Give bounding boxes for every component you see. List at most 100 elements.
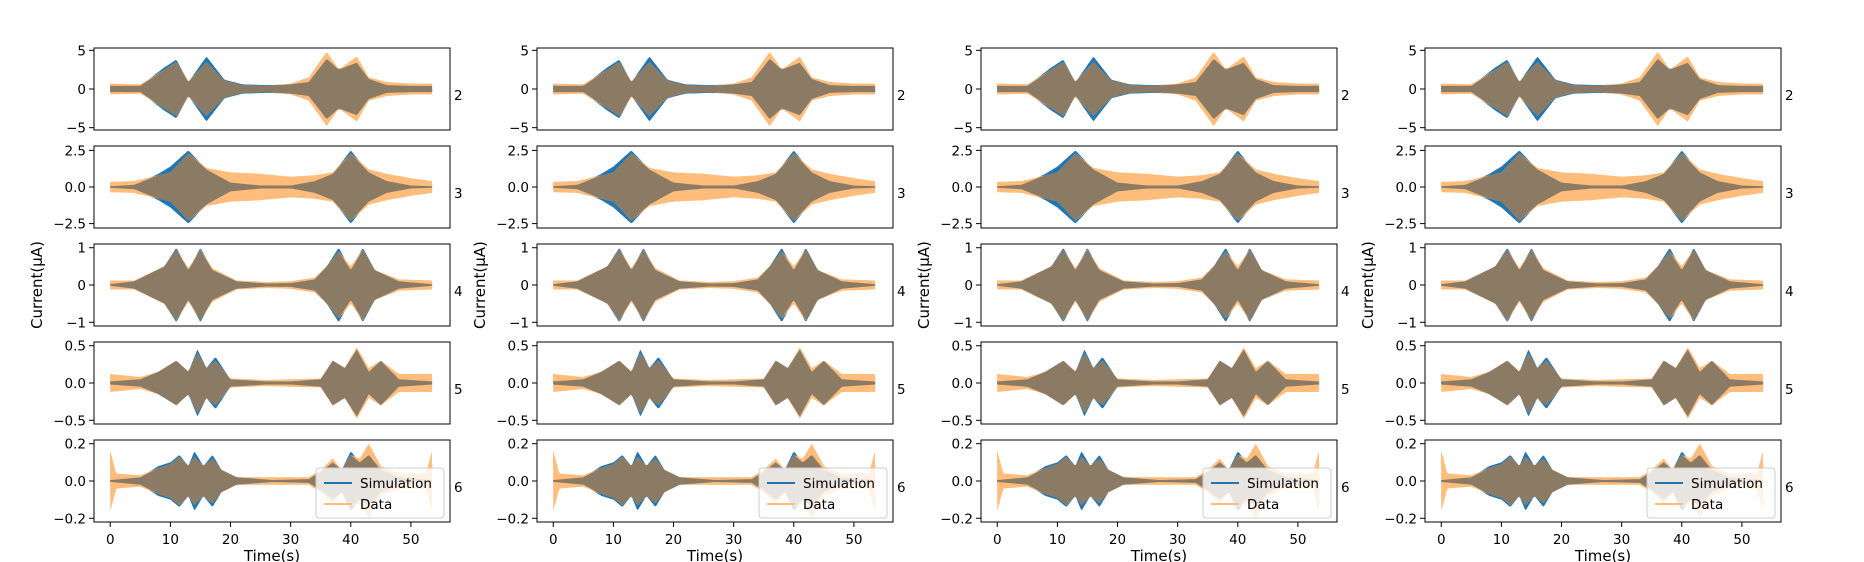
overlap-envelope	[110, 153, 432, 221]
y-tick-label: 0.0	[508, 376, 529, 392]
overlap-envelope	[1441, 153, 1763, 221]
y-tick-label: −0.2	[940, 511, 973, 527]
x-tick-label: 40	[342, 532, 359, 548]
subplot-row-2: 5 0 −5 2	[509, 43, 906, 136]
y-tick-label: 2.5	[508, 143, 529, 159]
subplot-row-5: 0.5 0.0 −0.5 5	[53, 339, 462, 430]
overlap-envelope	[110, 349, 432, 417]
y-tick-label: −5	[509, 121, 529, 137]
overlap-envelope	[1441, 250, 1763, 320]
y-axis-label: Current(μA)	[915, 241, 933, 329]
y-axis-label: Current(μA)	[28, 241, 46, 329]
overlap-envelope	[1441, 59, 1763, 119]
overlap-envelope	[553, 349, 875, 417]
y-tick-label: 0.0	[1396, 376, 1417, 392]
legend-box	[1646, 467, 1776, 519]
y-tick-label: 0.0	[952, 376, 973, 392]
legend-label-simulation: Simulation	[803, 476, 875, 492]
y-tick-label: 0.5	[1396, 339, 1417, 355]
plot-area	[552, 52, 876, 126]
plot-area	[996, 248, 1320, 322]
row-label: 5	[454, 382, 463, 398]
y-tick-label: 0.0	[1396, 180, 1417, 196]
plot-area	[109, 347, 433, 419]
row-label: 3	[897, 186, 906, 202]
legend-label-data: Data	[1247, 497, 1279, 513]
legend: Simulation Data	[758, 467, 888, 519]
row-label: 4	[1785, 284, 1794, 300]
x-tick-label: 40	[785, 532, 802, 548]
legend-label-simulation: Simulation	[360, 476, 432, 492]
subplot-row-4: 1 0 −1 4 Current(μA)	[471, 241, 906, 332]
y-tick-label: 0.2	[508, 437, 529, 453]
x-tick-label: 10	[1493, 532, 1510, 548]
plot-area	[109, 248, 433, 322]
y-tick-label: 0	[964, 278, 973, 294]
legend-label-simulation: Simulation	[1691, 476, 1763, 492]
x-axis-label: Time(s)	[1130, 547, 1187, 562]
x-tick-label: 0	[993, 532, 1002, 548]
plot-area	[552, 248, 876, 322]
y-tick-label: 0	[1408, 82, 1417, 98]
y-tick-label: −1	[509, 315, 529, 331]
subplot-row-4: 1 0 −1 4 Current(μA)	[28, 241, 463, 332]
overlap-envelope	[553, 153, 875, 221]
row-label: 6	[1785, 480, 1794, 496]
legend-label-data: Data	[803, 497, 835, 513]
y-tick-label: 5	[1408, 43, 1417, 59]
x-tick-label: 50	[845, 532, 862, 548]
y-tick-label: 2.5	[952, 143, 973, 159]
row-label: 4	[454, 284, 463, 300]
subplot-row-6: 0.2 0.0 −0.2 6 Simulation Data 0 10 20 30 40 50 Time…	[53, 437, 462, 562]
x-tick-label: 0	[106, 532, 115, 548]
row-label: 6	[897, 480, 906, 496]
y-tick-label: −0.5	[1384, 413, 1417, 429]
x-tick-label: 20	[665, 532, 682, 548]
y-tick-label: −1	[66, 315, 86, 331]
x-axis-label: Time(s)	[1574, 547, 1631, 562]
subplot-row-2: 5 0 −5 2	[953, 43, 1350, 136]
row-label: 2	[1341, 88, 1350, 104]
y-axis-label: Current(μA)	[1359, 241, 1377, 329]
x-axis-label: Time(s)	[243, 547, 300, 562]
plot-area	[996, 150, 1320, 224]
subplot-row-3: 2.5 0.0 −2.5 3	[53, 143, 462, 232]
overlap-envelope	[997, 59, 1319, 119]
x-tick-label: 10	[605, 532, 622, 548]
y-tick-label: 0.0	[508, 180, 529, 196]
y-tick-label: 0	[520, 82, 529, 98]
y-tick-label: −2.5	[1384, 217, 1417, 233]
overlap-envelope	[1441, 349, 1763, 417]
y-tick-label: 0.2	[65, 437, 86, 453]
legend: Simulation Data	[1646, 467, 1776, 519]
y-tick-label: −5	[66, 121, 86, 137]
subplot-row-5: 0.5 0.0 −0.5 5	[496, 339, 905, 430]
legend: Simulation Data	[1202, 467, 1332, 519]
subplot-row-6: 0.2 0.0 −0.2 6 Simulation Data 0 10 20 30 40 50 Time…	[940, 437, 1349, 562]
x-tick-label: 50	[402, 532, 419, 548]
y-tick-label: −0.2	[1384, 511, 1417, 527]
chart-column-2: 50−522.50.0−2.5310−14Current(μA)0.50.0−0…	[471, 43, 906, 562]
subplot-row-2: 5 0 −5 2	[1397, 43, 1794, 136]
chart-column-4: 50−522.50.0−2.5310−14Current(μA)0.50.0−0…	[1359, 43, 1794, 562]
plot-area	[996, 52, 1320, 126]
x-axis-label: Time(s)	[686, 547, 743, 562]
y-tick-label: 1	[964, 241, 973, 257]
legend-label-simulation: Simulation	[1247, 476, 1319, 492]
y-tick-label: 0.2	[952, 437, 973, 453]
y-tick-label: −2.5	[940, 217, 973, 233]
x-tick-label: 10	[162, 532, 179, 548]
y-tick-label: −0.5	[940, 413, 973, 429]
x-tick-label: 40	[1229, 532, 1246, 548]
row-label: 5	[1785, 382, 1794, 398]
overlap-envelope	[997, 153, 1319, 221]
subplot-row-4: 1 0 −1 4 Current(μA)	[915, 241, 1350, 332]
subplot-row-6: 0.2 0.0 −0.2 6 Simulation Data 0 10 20 30 40 50 Time…	[496, 437, 905, 562]
y-tick-label: 0	[77, 278, 86, 294]
y-tick-label: 0	[77, 82, 86, 98]
y-tick-label: 5	[77, 43, 86, 59]
overlap-envelope	[110, 250, 432, 320]
y-tick-label: 0.0	[1396, 474, 1417, 490]
x-tick-label: 20	[222, 532, 239, 548]
